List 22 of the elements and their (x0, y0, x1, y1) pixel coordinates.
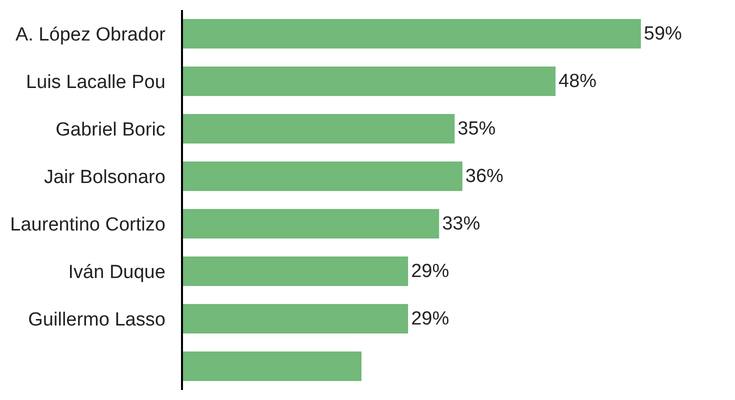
data-label: 29% (411, 260, 450, 282)
bar (183, 209, 440, 238)
y-tick-label: Gabriel Boric (56, 119, 166, 140)
data-label: 35% (458, 118, 496, 140)
y-tick-label: A. López Obrador (15, 24, 166, 46)
bar (183, 304, 408, 334)
bar (183, 66, 556, 96)
data-label: 33% (442, 213, 480, 234)
y-tick-label: Luis Lacalle Pou (26, 72, 166, 93)
bar (183, 162, 462, 191)
data-label: 59% (644, 23, 682, 44)
y-tick-label: Laurentino Cortizo (10, 214, 166, 236)
bar (183, 256, 408, 286)
y-tick-label: Guillermo Lasso (28, 309, 166, 330)
data-label: 29% (411, 308, 450, 330)
bar (183, 19, 641, 48)
data-label: 36% (465, 166, 504, 187)
data-label: 48% (558, 70, 597, 92)
bar (183, 114, 455, 144)
y-tick-label: Jair Bolsonaro (44, 166, 166, 188)
bar (183, 352, 362, 381)
y-tick-label: Iván Duque (68, 262, 166, 283)
